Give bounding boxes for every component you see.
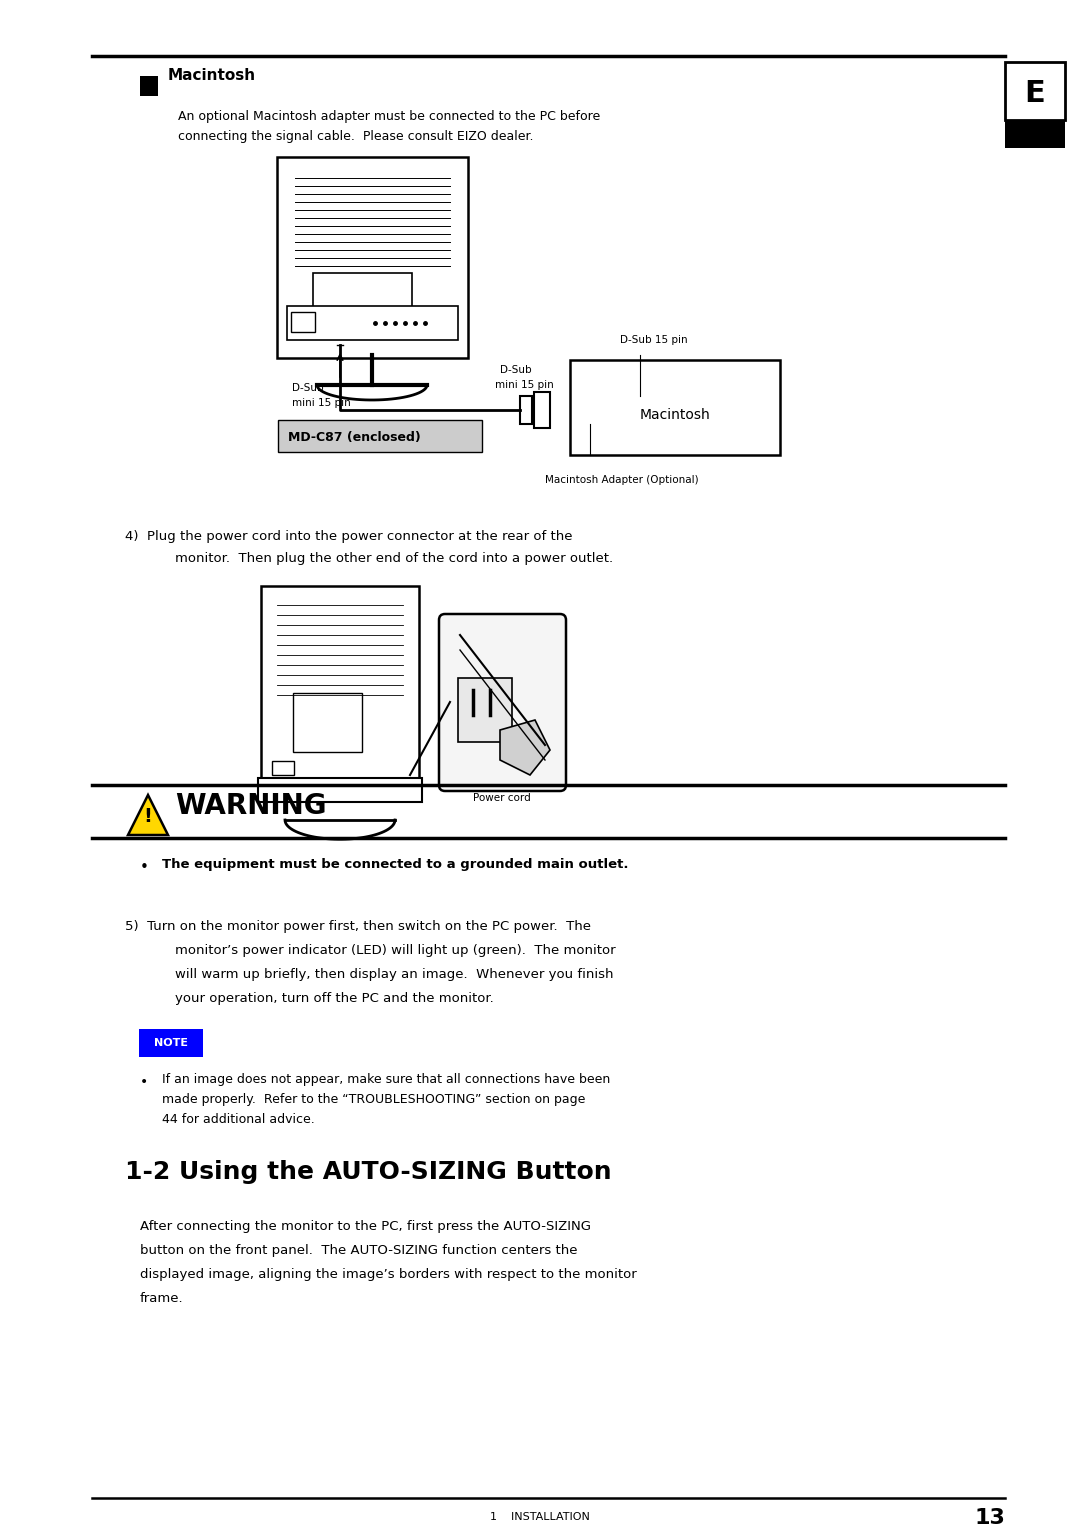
Text: D-Sub: D-Sub	[500, 364, 531, 375]
Text: The equipment must be connected to a grounded main outlet.: The equipment must be connected to a gro…	[162, 858, 629, 871]
Text: displayed image, aligning the image’s borders with respect to the monitor: displayed image, aligning the image’s bo…	[140, 1268, 637, 1280]
Text: monitor.  Then plug the other end of the cord into a power outlet.: monitor. Then plug the other end of the …	[175, 552, 613, 566]
Text: frame.: frame.	[140, 1293, 184, 1305]
FancyBboxPatch shape	[438, 613, 566, 792]
FancyBboxPatch shape	[570, 360, 780, 455]
FancyBboxPatch shape	[534, 392, 550, 427]
FancyBboxPatch shape	[519, 397, 532, 424]
Polygon shape	[500, 719, 550, 775]
Text: connecting the signal cable.  Please consult EIZO dealer.: connecting the signal cable. Please cons…	[178, 131, 534, 143]
Text: made properly.  Refer to the “TROUBLESHOOTING” section on page: made properly. Refer to the “TROUBLESHOO…	[162, 1093, 585, 1107]
Polygon shape	[129, 795, 168, 835]
FancyBboxPatch shape	[258, 778, 422, 802]
Text: will warm up briefly, then display an image.  Whenever you finish: will warm up briefly, then display an im…	[175, 968, 613, 981]
FancyBboxPatch shape	[140, 75, 158, 95]
Text: !: !	[144, 807, 152, 825]
Text: Power cord: Power cord	[473, 793, 531, 802]
FancyBboxPatch shape	[272, 761, 294, 775]
Text: NOTE: NOTE	[154, 1037, 188, 1048]
FancyBboxPatch shape	[276, 157, 468, 358]
Text: D-Sub 15 pin: D-Sub 15 pin	[620, 335, 688, 344]
Text: your operation, turn off the PC and the monitor.: your operation, turn off the PC and the …	[175, 991, 494, 1005]
Text: After connecting the monitor to the PC, first press the AUTO-SIZING: After connecting the monitor to the PC, …	[140, 1220, 591, 1233]
Text: mini 15 pin: mini 15 pin	[292, 398, 351, 407]
Text: If an image does not appear, make sure that all connections have been: If an image does not appear, make sure t…	[162, 1073, 610, 1087]
FancyBboxPatch shape	[261, 586, 419, 784]
FancyBboxPatch shape	[1005, 120, 1065, 148]
Text: D-Sub: D-Sub	[292, 383, 324, 393]
Text: 1-2 Using the AUTO-SIZING Button: 1-2 Using the AUTO-SIZING Button	[125, 1160, 611, 1183]
Text: 5)  Turn on the monitor power first, then switch on the PC power.  The: 5) Turn on the monitor power first, then…	[125, 921, 591, 933]
Text: MD-C87 (enclosed): MD-C87 (enclosed)	[288, 432, 421, 444]
Text: •: •	[140, 1074, 148, 1090]
Text: 44 for additional advice.: 44 for additional advice.	[162, 1113, 314, 1127]
Text: Macintosh: Macintosh	[639, 407, 711, 423]
FancyBboxPatch shape	[1005, 61, 1065, 120]
Text: mini 15 pin: mini 15 pin	[495, 380, 554, 390]
FancyBboxPatch shape	[291, 312, 315, 332]
Text: button on the front panel.  The AUTO-SIZING function centers the: button on the front panel. The AUTO-SIZI…	[140, 1243, 578, 1257]
Text: Macintosh: Macintosh	[168, 68, 256, 83]
Text: Macintosh Adapter (Optional): Macintosh Adapter (Optional)	[545, 475, 699, 486]
Text: 13: 13	[974, 1508, 1005, 1528]
Text: E: E	[1025, 78, 1045, 108]
FancyBboxPatch shape	[278, 420, 482, 452]
FancyBboxPatch shape	[313, 274, 411, 337]
Text: An optional Macintosh adapter must be connected to the PC before: An optional Macintosh adapter must be co…	[178, 111, 600, 123]
FancyBboxPatch shape	[293, 693, 362, 752]
Text: 1    INSTALLATION: 1 INSTALLATION	[490, 1512, 590, 1522]
FancyBboxPatch shape	[458, 678, 512, 742]
Text: •: •	[140, 861, 149, 875]
FancyBboxPatch shape	[287, 306, 458, 340]
Text: WARNING: WARNING	[175, 792, 326, 821]
Text: 4)  Plug the power cord into the power connector at the rear of the: 4) Plug the power cord into the power co…	[125, 530, 572, 543]
Text: monitor’s power indicator (LED) will light up (green).  The monitor: monitor’s power indicator (LED) will lig…	[175, 944, 616, 958]
FancyBboxPatch shape	[139, 1028, 203, 1057]
